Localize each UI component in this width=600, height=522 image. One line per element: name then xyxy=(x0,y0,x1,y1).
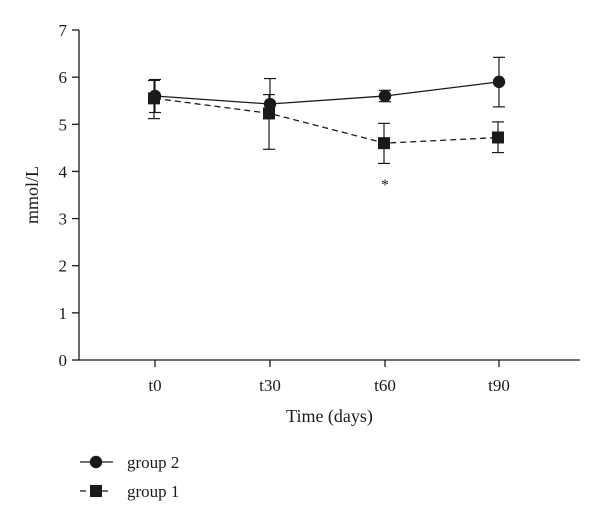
data-point xyxy=(378,137,390,150)
y-axis-title: mmol/L xyxy=(22,166,42,224)
data-point xyxy=(148,89,162,103)
x-tick-label: t60 xyxy=(374,376,396,395)
series-line xyxy=(154,97,500,144)
x-tick-label: t90 xyxy=(488,376,510,395)
x-axis-ticks: t0 t30 t60 t90 xyxy=(148,360,510,395)
y-tick-label: 5 xyxy=(59,115,68,134)
x-tick-label: t30 xyxy=(259,376,281,395)
y-tick-label: 7 xyxy=(59,21,68,40)
y-tick-label: 0 xyxy=(59,351,68,370)
chart-axes xyxy=(78,30,580,361)
x-axis-title: Time (days) xyxy=(286,406,373,427)
y-axis-ticks: 0 1 2 3 4 5 6 7 xyxy=(59,21,79,370)
data-point xyxy=(492,75,506,89)
y-tick-label: 2 xyxy=(59,257,68,276)
y-tick-label: 4 xyxy=(59,162,68,181)
legend-label: group 2 xyxy=(127,453,179,472)
legend-item: group 1 xyxy=(80,482,179,501)
series-line xyxy=(154,81,500,105)
y-tick-label: 6 xyxy=(59,68,68,87)
legend-marker xyxy=(90,485,102,497)
series-group-1 xyxy=(148,79,504,165)
legend: group 2 group 1 xyxy=(80,453,179,501)
annotation-layer: * xyxy=(381,177,389,194)
legend-label: group 1 xyxy=(127,482,179,501)
series-layer xyxy=(148,56,506,165)
y-tick-label: 1 xyxy=(59,304,68,323)
significance-marker: * xyxy=(381,177,389,194)
series-group-2 xyxy=(148,56,506,116)
legend-item: group 2 xyxy=(80,453,179,472)
data-point xyxy=(492,131,504,144)
x-tick-label: t0 xyxy=(148,376,161,395)
legend-marker xyxy=(89,455,103,469)
data-point xyxy=(263,107,275,120)
data-point xyxy=(263,97,277,111)
data-point xyxy=(378,89,392,103)
y-tick-label: 3 xyxy=(59,210,68,229)
